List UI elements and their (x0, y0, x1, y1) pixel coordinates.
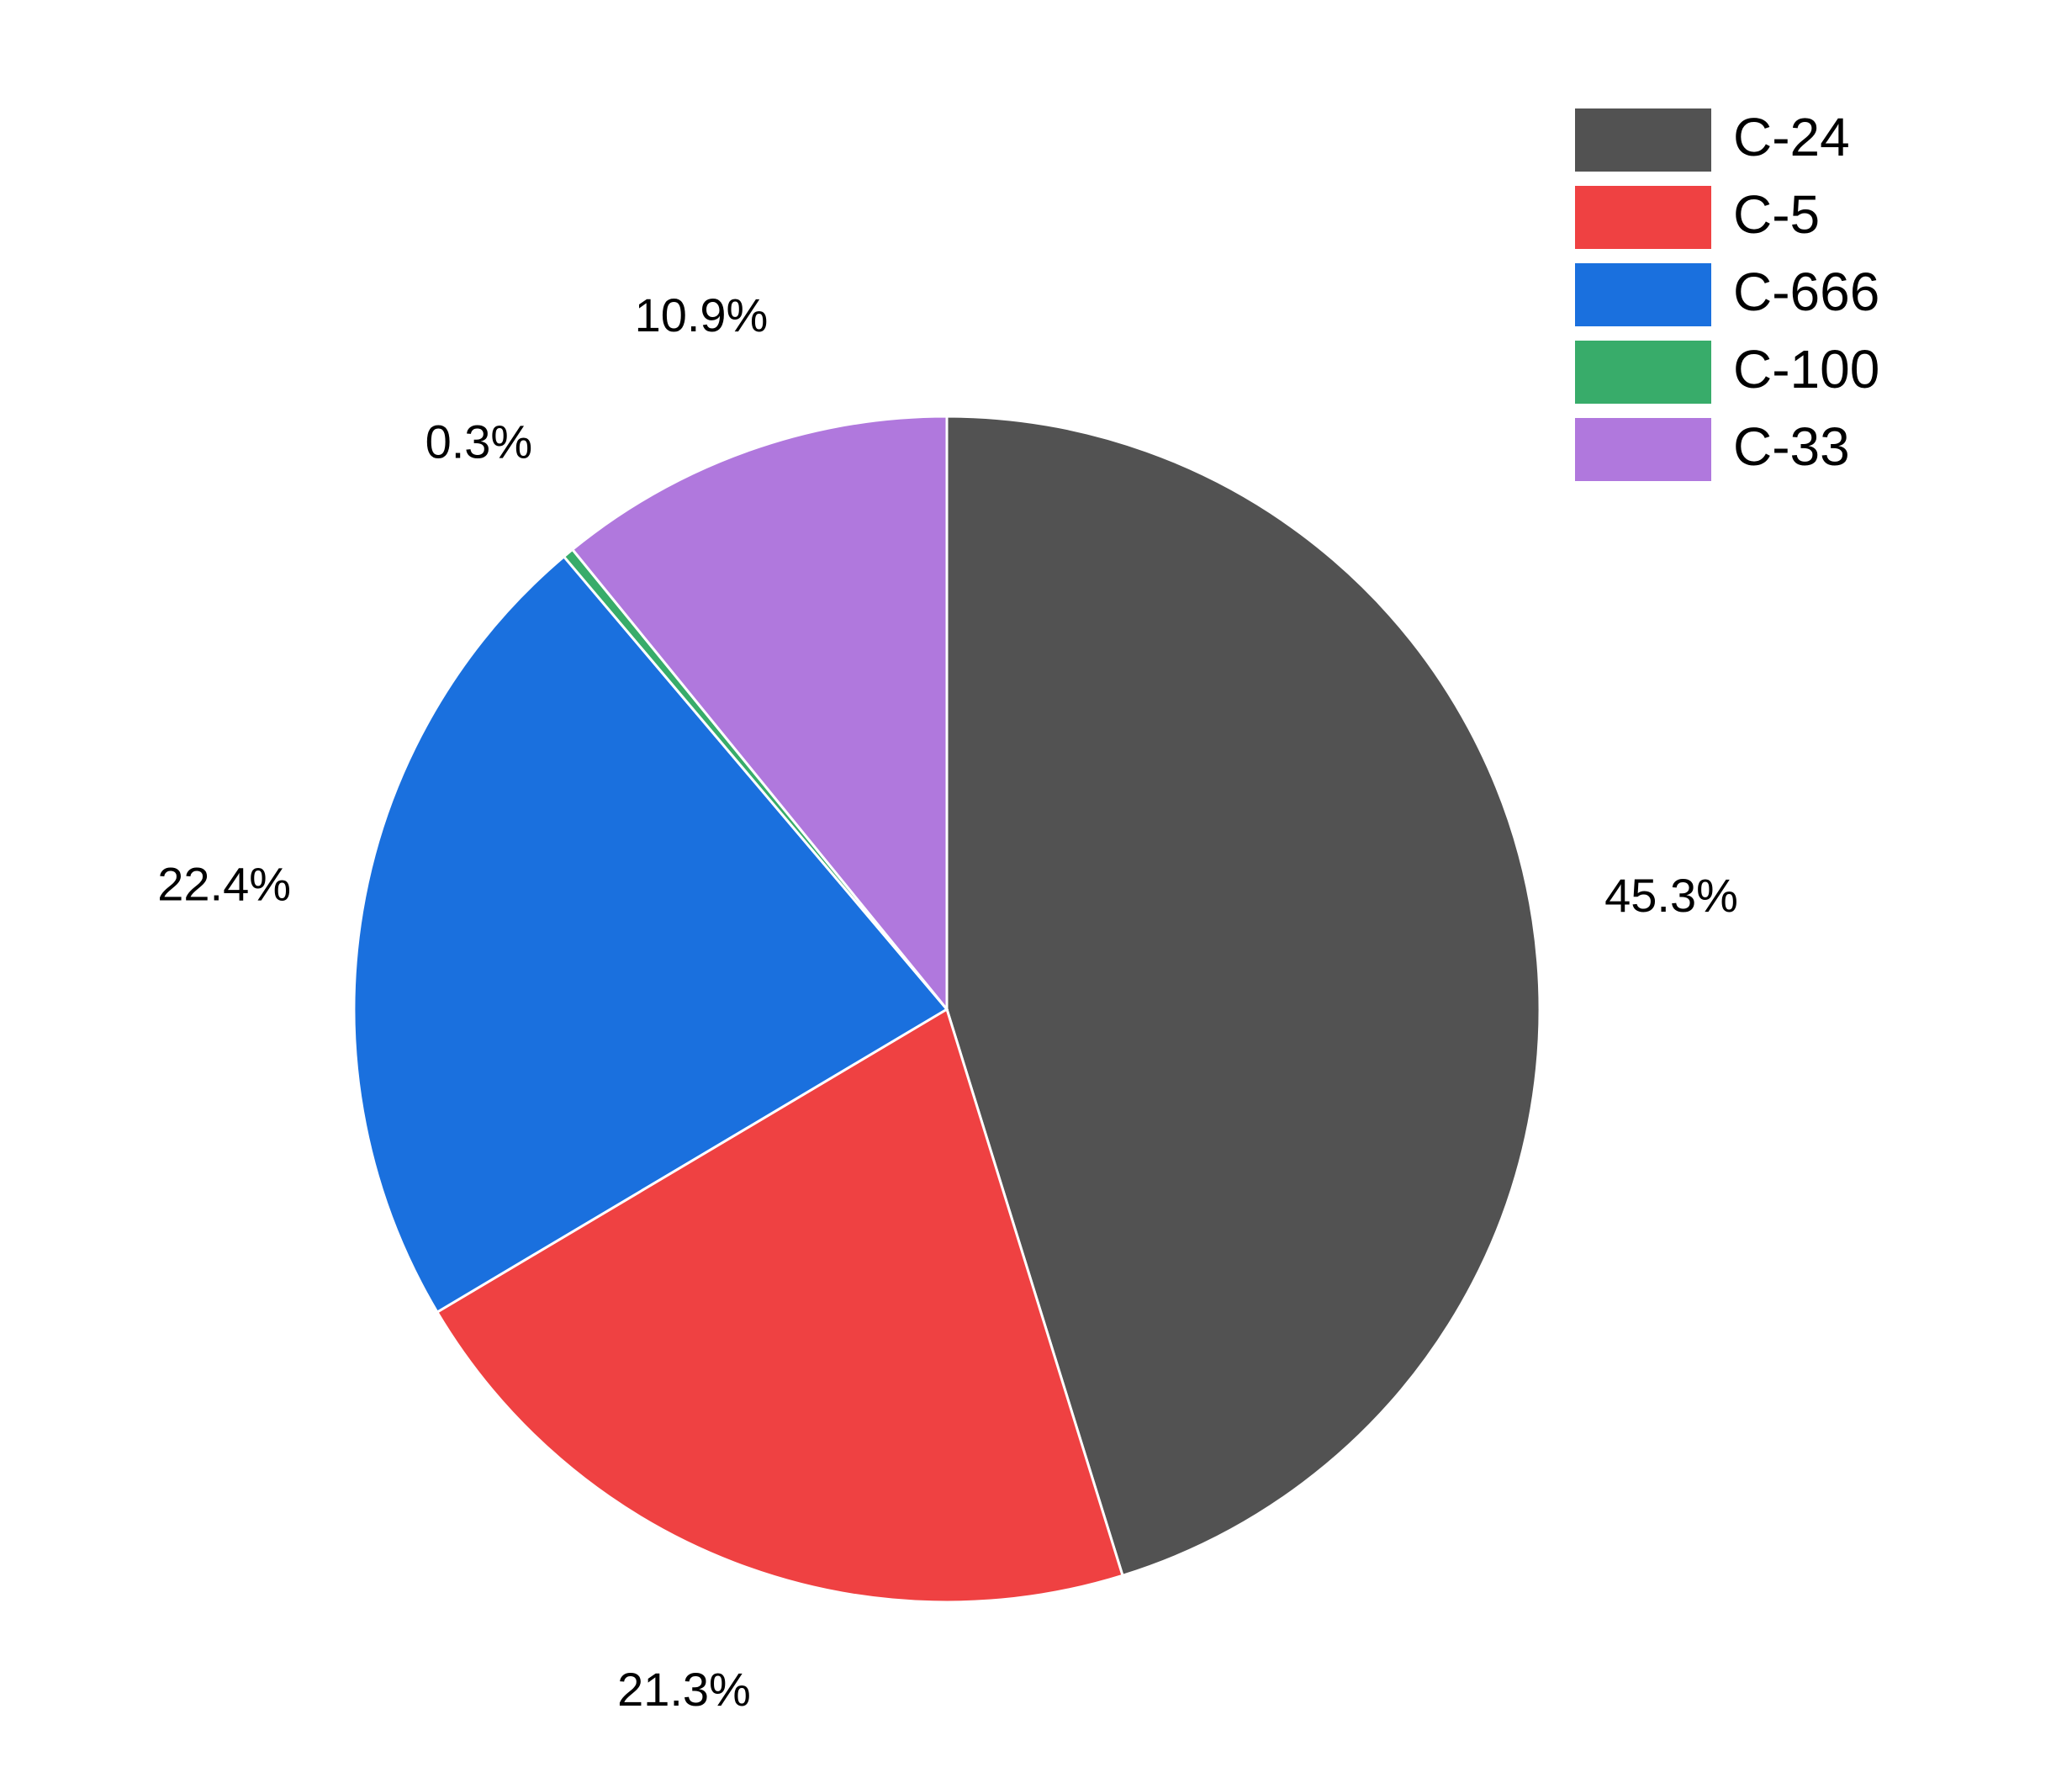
pie-slice (435, 1007, 1124, 1604)
legend-label: C-24 (1733, 107, 1850, 167)
pie-slice (352, 554, 949, 1315)
slice-label: 22.4% (157, 858, 291, 911)
legend-swatch (1575, 341, 1711, 404)
legend-swatch (1575, 186, 1711, 249)
slice-label: 21.3% (617, 1663, 751, 1716)
legend-label: C-33 (1733, 416, 1850, 477)
legend-label: C-666 (1733, 262, 1879, 322)
legend-label: C-5 (1733, 184, 1820, 245)
slice-label: 45.3% (1604, 869, 1738, 922)
slice-label: 10.9% (635, 288, 769, 341)
legend-swatch (1575, 263, 1711, 326)
pie-slice (570, 415, 949, 1013)
legend-swatch (1575, 418, 1711, 481)
legend-swatch (1575, 108, 1711, 172)
slice-label: 0.3% (426, 415, 533, 468)
pie-slice (945, 415, 1541, 1578)
legend-label: C-100 (1733, 339, 1879, 399)
